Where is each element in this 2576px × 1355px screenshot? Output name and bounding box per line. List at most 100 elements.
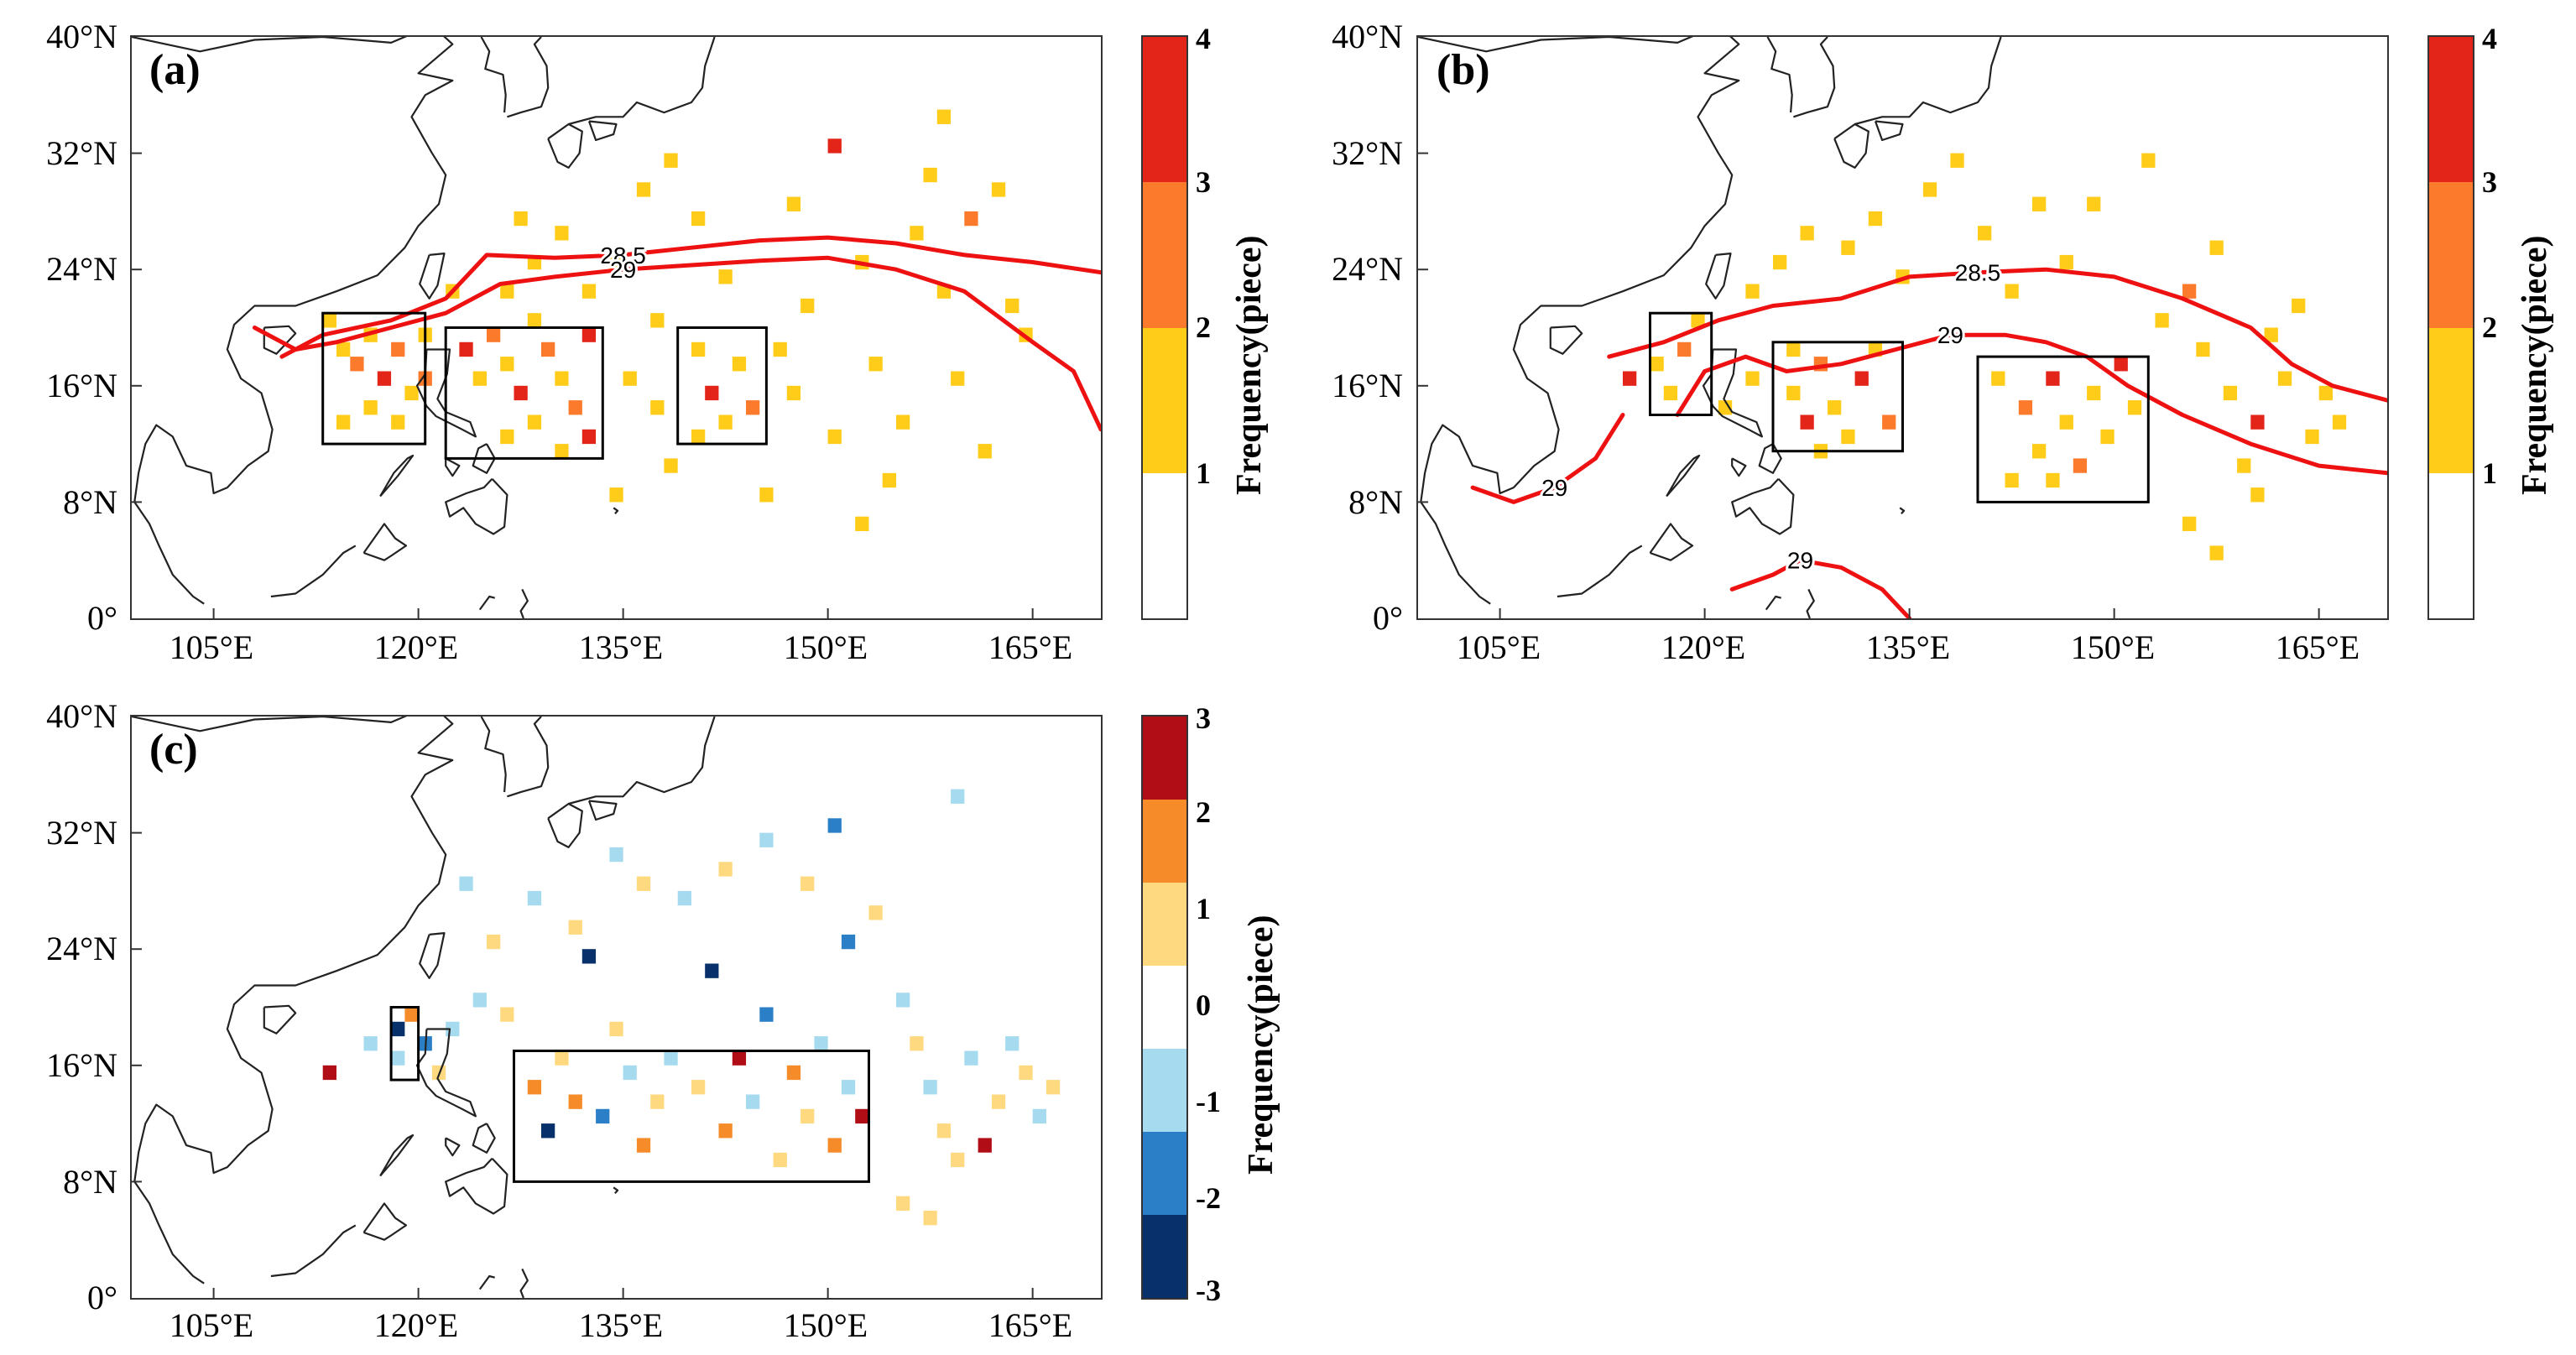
- freq-cell: [2209, 240, 2224, 255]
- freq-cell: [841, 934, 856, 950]
- freq-cell: [677, 890, 691, 906]
- coastline: [1705, 253, 1732, 300]
- ytick-b-40: 40°N: [1332, 18, 1403, 55]
- region-box: [321, 311, 427, 446]
- coastline: [132, 717, 454, 1285]
- colorbar-b-title: Frequency(piece): [2516, 235, 2554, 495]
- coastline: [270, 1224, 357, 1278]
- freq-cell: [786, 196, 801, 211]
- region-box: [676, 326, 768, 446]
- map-panel-b[interactable]: 28.5 29 29 29: [1416, 35, 2389, 620]
- coastline: [478, 1274, 495, 1290]
- ytick-a-8: 8°N: [63, 483, 117, 521]
- freq-cell: [500, 1007, 514, 1022]
- freq-cell: [1991, 371, 2005, 386]
- coastline: [1649, 523, 1694, 561]
- freq-cell: [596, 1108, 610, 1124]
- freq-cell: [377, 371, 392, 386]
- xtick-a-150: 150°E: [783, 628, 868, 666]
- freq-cell: [1882, 414, 1896, 430]
- freq-cell: [555, 226, 569, 241]
- coastline: [1666, 454, 1701, 498]
- coastline: [587, 120, 618, 142]
- freq-cell: [1773, 254, 1787, 270]
- xtick-b-165: 165°E: [2275, 628, 2360, 666]
- freq-cell: [759, 832, 774, 847]
- freq-cell: [800, 298, 815, 314]
- coastline: [547, 802, 583, 848]
- freq-cell: [732, 1050, 747, 1066]
- colorbar-segment: [1143, 800, 1186, 883]
- freq-cell: [391, 414, 405, 430]
- colorbar-segment: [1143, 327, 1186, 473]
- freq-cell: [1828, 400, 1842, 415]
- freq-cell: [472, 371, 487, 386]
- freq-cell: [896, 1196, 910, 1212]
- panel-a-label: (a): [149, 46, 201, 94]
- freq-cell: [1745, 284, 1760, 299]
- freq-cell: [868, 357, 883, 372]
- freq-cell: [882, 472, 896, 488]
- freq-cell: [2318, 385, 2333, 401]
- xtick-c-165: 165°E: [988, 1306, 1073, 1344]
- freq-cell: [991, 182, 1006, 197]
- freq-cell: [500, 357, 514, 372]
- coastline: [568, 37, 716, 126]
- freq-cell: [800, 876, 815, 891]
- freq-cell: [923, 1211, 937, 1226]
- coastline: [1806, 588, 1815, 618]
- coastline: [445, 1157, 508, 1215]
- freq-cell: [718, 269, 733, 284]
- colorbar-b: [2427, 35, 2474, 620]
- freq-cell: [500, 284, 514, 299]
- freq-cell: [568, 920, 582, 935]
- coastline: [362, 1202, 408, 1241]
- freq-cell: [1046, 1080, 1061, 1095]
- ytick-a-40: 40°N: [46, 18, 117, 55]
- freq-cell: [1800, 226, 1814, 241]
- freq-cell: [827, 818, 842, 833]
- colorbar-segment: [2429, 327, 2473, 473]
- freq-cell: [336, 341, 351, 357]
- freq-cell: [2005, 472, 2019, 488]
- coastline: [270, 545, 357, 598]
- coastline: [445, 1137, 461, 1157]
- xtick-a-105: 105°E: [169, 628, 254, 666]
- freq-cell: [1868, 211, 1883, 227]
- freq-cell: [609, 1021, 623, 1037]
- freq-cell: [2127, 400, 2142, 415]
- coastline: [263, 1004, 297, 1034]
- freq-cell: [391, 1050, 405, 1066]
- freq-cell: [868, 905, 883, 920]
- ytick-c-0: 0°: [87, 1279, 117, 1316]
- coastline: [1833, 122, 1869, 169]
- freq-cell: [514, 211, 528, 227]
- freq-cell: [855, 1108, 869, 1124]
- map-panel-a[interactable]: 28.5 29: [130, 35, 1103, 620]
- freq-cell: [691, 211, 706, 227]
- colorbar-segment: [1143, 883, 1186, 966]
- freq-cell: [541, 1123, 555, 1139]
- freq-cell: [527, 414, 542, 430]
- freq-cell: [978, 1138, 992, 1153]
- freq-cell: [1950, 153, 1964, 168]
- map-canvas-c: [132, 717, 1061, 1298]
- freq-cell: [664, 458, 678, 473]
- coastline: [415, 1028, 477, 1118]
- freq-cell: [636, 182, 651, 197]
- freq-cell: [2141, 153, 2156, 168]
- freq-cell: [964, 211, 978, 227]
- freq-cell: [581, 949, 597, 964]
- region-box: [513, 1050, 870, 1183]
- freq-cell: [472, 993, 487, 1008]
- map-panel-c[interactable]: [130, 715, 1103, 1300]
- cb-c-tick-m3: -3: [1196, 1274, 1221, 1307]
- colorbar-c-title: Frequency(piece): [1242, 915, 1280, 1175]
- coastline: [445, 477, 508, 535]
- colorbar-segment: [1143, 1132, 1186, 1215]
- cb-a-tick-3: 3: [1196, 165, 1211, 199]
- coastline: [568, 717, 716, 805]
- coastline: [1874, 120, 1904, 142]
- freq-cell: [746, 400, 760, 415]
- freq-cell: [609, 487, 623, 503]
